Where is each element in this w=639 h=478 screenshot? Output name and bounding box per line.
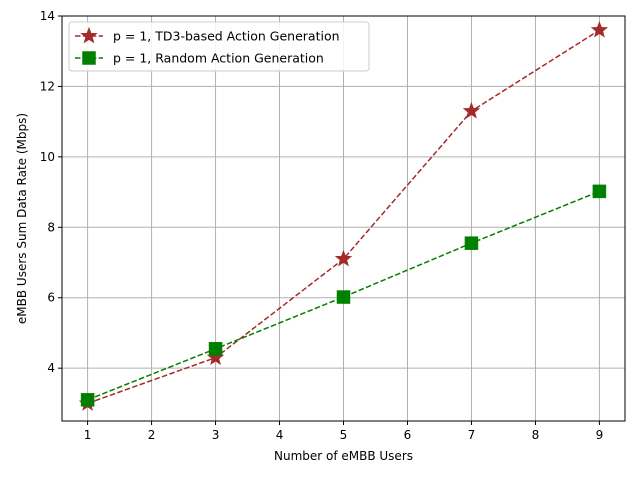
data-point [592,184,607,199]
legend-marker [80,26,98,44]
data-point [462,101,481,119]
data-point [208,342,223,356]
y-tick-label: 8 [47,220,55,234]
x-tick-label: 6 [404,428,412,442]
grid-lines [62,15,625,421]
x-tick-label: 8 [532,428,540,442]
y-tick-label: 4 [47,361,55,375]
data-point [464,236,479,250]
series-layer [78,20,609,411]
x-tick-label: 1 [84,428,92,442]
data-point [334,249,353,267]
series-line [87,190,600,401]
y-axis-label: eMBB Users Sum Data Rate (Mbps) [15,113,29,324]
legend: p = 1, TD3-based Action Generation p = 1,… [68,21,370,72]
x-axis-label: Number of eMBB Users [274,449,413,463]
legend-entry: p = 1, TD3-based Action Generation [75,26,340,44]
legend-entry: p = 1, Random Action Generation [75,51,324,66]
y-tick-label: 6 [47,291,55,305]
x-tick-label: 7 [468,428,476,442]
x-tick-label: 2 [148,428,156,442]
x-tick-label: 4 [276,428,284,442]
data-point [80,393,95,407]
x-tick-label: 3 [212,428,220,442]
data-point [590,20,609,38]
legend-box [68,21,370,72]
series-1 [80,184,607,407]
legend-label: p = 1, TD3-based Action Generation [113,29,340,44]
legend-marker [82,51,96,65]
legend-label: p = 1, Random Action Generation [113,51,324,66]
x-tick-label: 5 [340,428,348,442]
y-tick-label: 14 [40,9,55,23]
x-tick-label: 9 [596,428,604,442]
y-tick-label: 12 [40,79,55,93]
data-point [336,290,351,304]
y-tick-label: 10 [40,150,55,164]
